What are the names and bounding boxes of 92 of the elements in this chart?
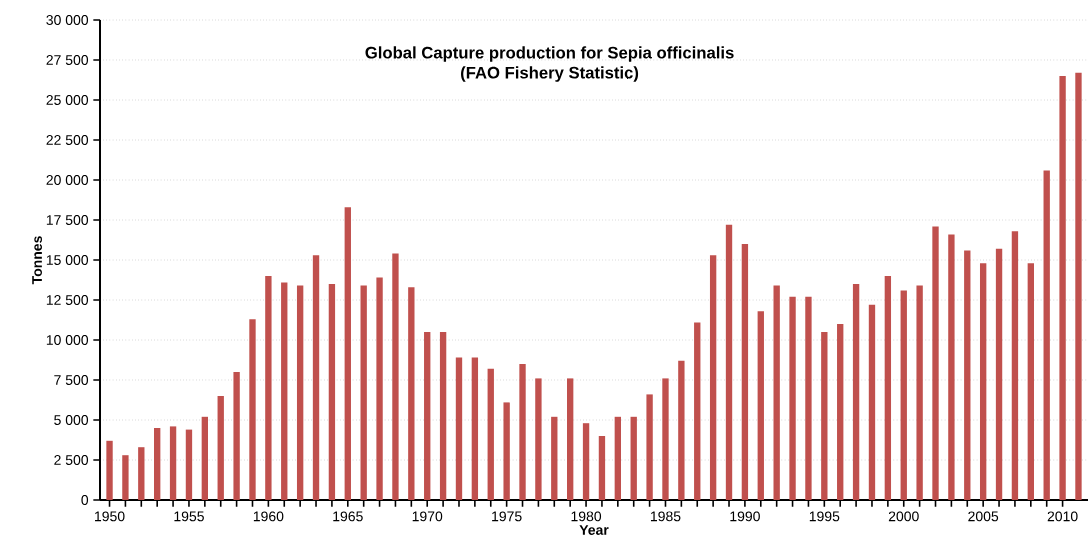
bar <box>265 276 272 500</box>
bar <box>598 436 606 500</box>
text: Global Capture production for Sepia officinalis <box>365 46 734 62</box>
x-tick-label: 2010 <box>1047 511 1078 522</box>
bar <box>709 255 717 500</box>
x-tick-label: 1980 <box>571 511 602 522</box>
bar <box>821 332 828 500</box>
bar <box>312 255 320 500</box>
x-tick-label: 1965 <box>333 511 363 522</box>
bar <box>725 224 733 500</box>
bar <box>582 423 590 500</box>
y-tick-label: 30 000 <box>46 15 89 25</box>
x-tick-label: 1990 <box>730 511 760 522</box>
bar <box>154 428 161 500</box>
bar <box>471 357 479 500</box>
bar <box>916 285 923 500</box>
bar <box>932 226 939 500</box>
bar <box>567 378 574 500</box>
bar <box>662 378 669 500</box>
bar <box>948 234 955 500</box>
y-tick-label: 27 500 <box>46 55 89 65</box>
bar <box>694 322 701 500</box>
bar <box>376 277 383 500</box>
bar <box>344 207 351 500</box>
bar <box>884 276 892 500</box>
bar <box>757 311 764 500</box>
bar <box>138 447 145 500</box>
bar <box>169 426 177 500</box>
y-tick-label: 15 000 <box>46 255 89 265</box>
x-tick-label: 1975 <box>492 511 522 522</box>
bar <box>789 296 796 500</box>
y-tick-label: 25 000 <box>46 95 89 105</box>
x-tick-label: 2000 <box>888 511 919 522</box>
x-tick-label: 1995 <box>809 511 840 522</box>
bar <box>868 304 876 500</box>
bar <box>519 364 526 500</box>
bar <box>408 287 415 500</box>
bar <box>281 282 288 500</box>
bar <box>296 285 304 500</box>
x-tick-label: 1950 <box>95 511 125 522</box>
bar <box>1059 76 1066 500</box>
x-tick-label: 1970 <box>412 511 443 522</box>
bar <box>1043 170 1050 500</box>
bar <box>217 396 224 500</box>
bar <box>805 296 812 500</box>
x-tick-label: 2005 <box>968 511 999 522</box>
y-tick-label: 5 000 <box>54 415 89 425</box>
x-axis-title: Year <box>579 525 609 535</box>
y-tick-label: 20 000 <box>46 175 89 185</box>
bar <box>424 332 431 500</box>
y-tick-label: 10 000 <box>46 335 89 345</box>
bar <box>678 360 685 500</box>
y-tick-label: 2 500 <box>54 455 89 465</box>
y-tick-label: 17 500 <box>46 215 89 225</box>
bar <box>852 284 860 500</box>
bar <box>233 372 240 500</box>
bar <box>964 250 971 500</box>
bar <box>773 285 780 500</box>
bar <box>487 368 494 500</box>
x-tick-label: 1985 <box>650 511 681 522</box>
bar <box>201 416 209 500</box>
y-tick-label: 7 500 <box>54 375 89 385</box>
bar <box>455 357 463 500</box>
bar <box>185 429 193 500</box>
bar <box>741 244 749 500</box>
bar <box>1075 72 1082 500</box>
bar <box>979 263 987 500</box>
bar <box>328 284 336 500</box>
y-tick-label: 22 500 <box>46 135 89 145</box>
bar <box>249 319 256 500</box>
bar <box>122 455 129 500</box>
bar <box>1027 263 1034 500</box>
bar <box>106 440 113 500</box>
bar <box>837 324 844 500</box>
text: (FAO Fishery Statistic) <box>461 66 639 82</box>
bar <box>995 248 1003 500</box>
x-tick-label: 1955 <box>174 511 204 522</box>
x-tick-label: 1960 <box>253 511 284 522</box>
bar <box>630 416 637 500</box>
bar <box>535 378 542 500</box>
bar <box>551 416 558 500</box>
bar <box>614 416 622 500</box>
bar <box>503 402 510 500</box>
bar <box>360 285 367 500</box>
bar <box>646 394 653 500</box>
bar <box>392 253 399 500</box>
y-axis-title: Tonnes <box>32 236 42 285</box>
bar <box>439 332 447 500</box>
y-tick-label: 12 500 <box>46 295 89 305</box>
bar <box>900 290 907 500</box>
bar <box>1011 231 1019 500</box>
y-tick-label: 0 <box>81 495 89 505</box>
